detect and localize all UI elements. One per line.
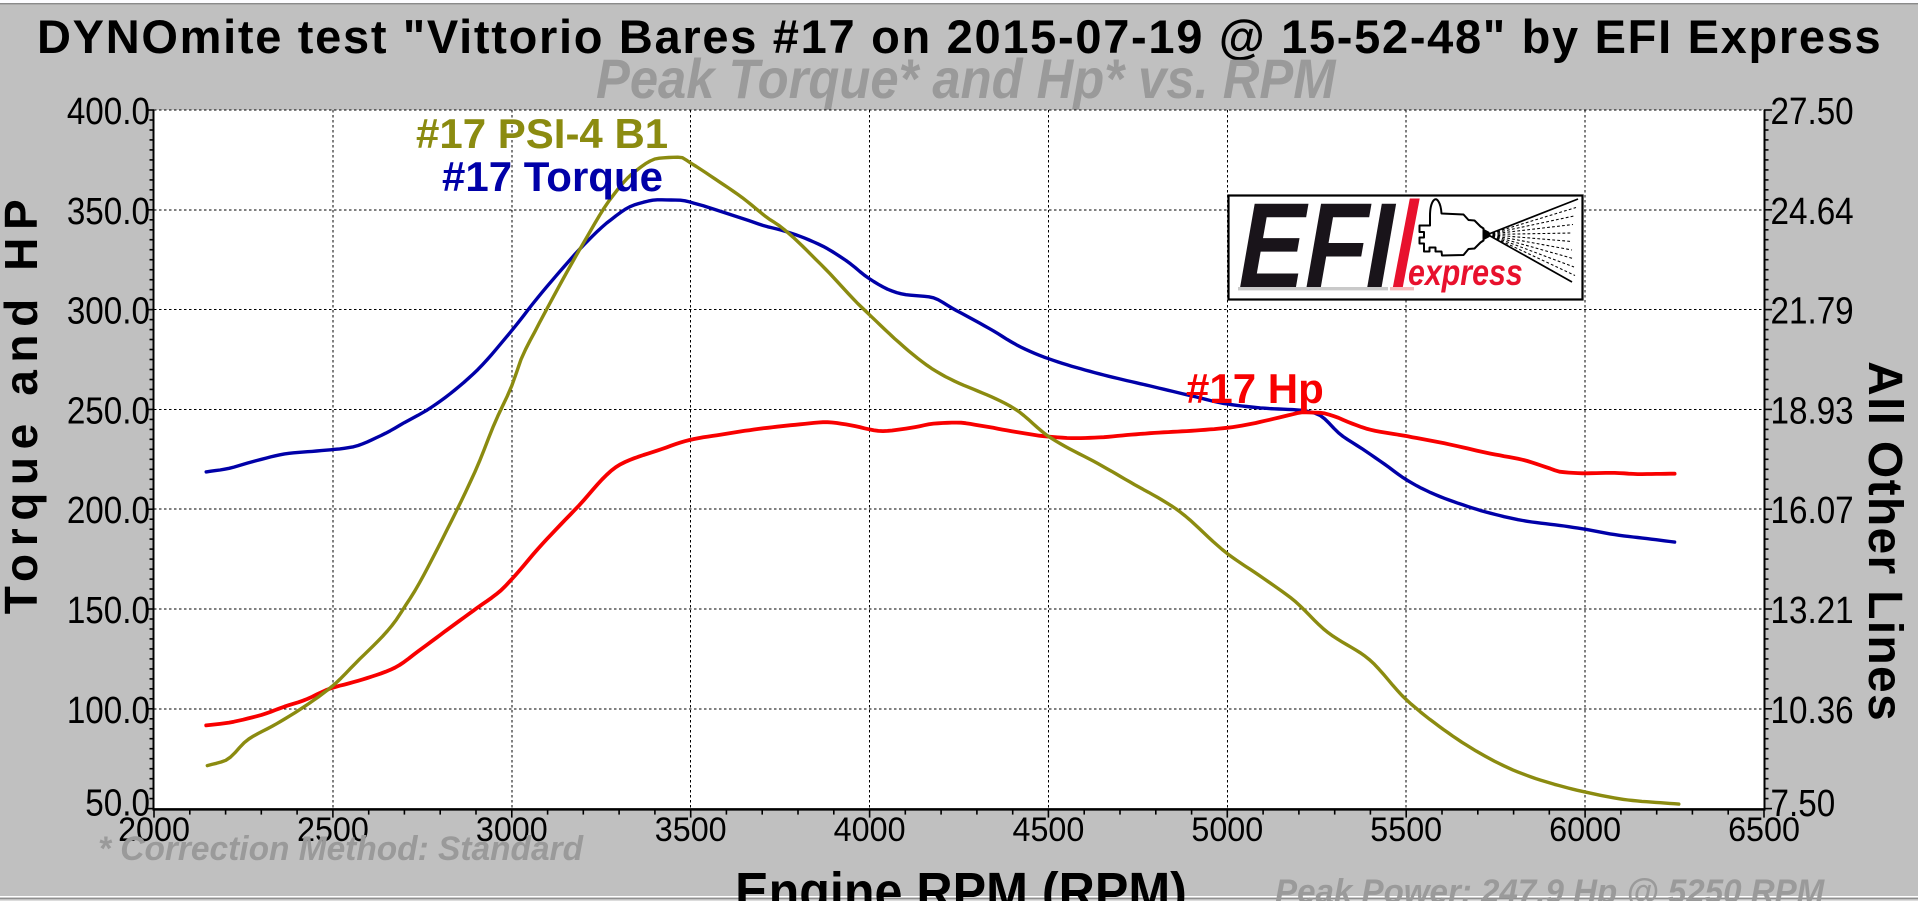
svg-text:7.50: 7.50 (1771, 782, 1836, 825)
svg-text:#17 Torque: #17 Torque (442, 153, 663, 200)
svg-text:Peak Torque* and Hp* vs. RPM: Peak Torque* and Hp* vs. RPM (596, 49, 1337, 111)
svg-text:300.0: 300.0 (67, 290, 150, 333)
svg-text:2000: 2000 (118, 811, 190, 849)
svg-text:5000: 5000 (1191, 811, 1263, 849)
svg-text:350.0: 350.0 (67, 190, 150, 233)
svg-text:50.0: 50.0 (85, 782, 150, 825)
svg-text:* Correction Method: Standard: * Correction Method: Standard (98, 830, 584, 869)
svg-text:#17 PSI-4 B1: #17 PSI-4 B1 (416, 110, 668, 157)
svg-text:All Other Lines: All Other Lines (1858, 361, 1911, 722)
svg-text:Peak Power: 247.9 Hp @ 5250 RP: Peak Power: 247.9 Hp @ 5250 RPM (1275, 872, 1825, 901)
svg-text:100.0: 100.0 (67, 689, 150, 732)
svg-text:3500: 3500 (655, 811, 727, 849)
svg-text:6500: 6500 (1728, 811, 1800, 849)
svg-text:21.79: 21.79 (1771, 290, 1854, 333)
svg-text:400.0: 400.0 (67, 90, 150, 133)
svg-text:5500: 5500 (1370, 811, 1442, 849)
svg-text:24.64: 24.64 (1771, 190, 1854, 233)
svg-text:250.0: 250.0 (67, 389, 150, 432)
svg-text:Torque and HP: Torque and HP (0, 192, 47, 615)
svg-text:3000: 3000 (476, 811, 548, 849)
svg-text:Engine RPM (RPM): Engine RPM (RPM) (735, 862, 1187, 901)
svg-text:EFI: EFI (1229, 178, 1407, 313)
svg-text:200.0: 200.0 (67, 489, 150, 532)
svg-text:10.36: 10.36 (1771, 689, 1854, 732)
svg-text:DYNOmite test "Vittorio Bares: DYNOmite test "Vittorio Bares #17 on 201… (37, 10, 1882, 63)
svg-text:#17 Hp: #17 Hp (1186, 365, 1324, 412)
svg-text:4000: 4000 (834, 811, 906, 849)
svg-text:150.0: 150.0 (67, 589, 150, 632)
svg-text:13.21: 13.21 (1771, 589, 1854, 632)
svg-text:4500: 4500 (1012, 811, 1084, 849)
svg-text:16.07: 16.07 (1771, 489, 1854, 532)
svg-text:27.50: 27.50 (1771, 90, 1854, 133)
svg-text:18.93: 18.93 (1771, 389, 1854, 432)
svg-text:2500: 2500 (297, 811, 369, 849)
svg-text:express: express (1408, 252, 1523, 294)
svg-text:6000: 6000 (1549, 811, 1621, 849)
